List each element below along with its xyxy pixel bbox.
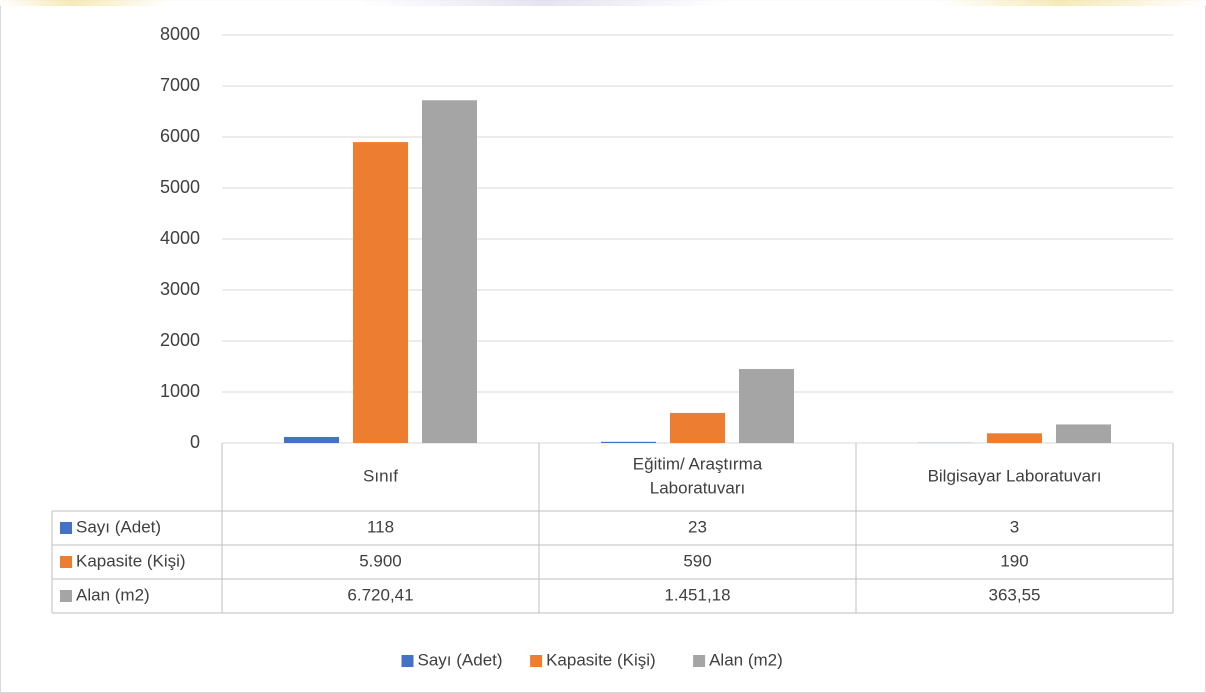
data-label: 1.451,18: [664, 585, 730, 604]
y-tick-label: 8000: [160, 24, 200, 44]
table-legend-key: [60, 522, 72, 534]
data-label: 590: [683, 551, 711, 570]
y-tick-label: 6000: [160, 126, 200, 146]
y-tick-label: 4000: [160, 228, 200, 248]
watermark-strip: [0, 0, 1206, 6]
bar-1-1: [284, 436, 339, 443]
bar-3-2: [739, 368, 794, 443]
legend-label: Kapasite (Kişi): [546, 650, 656, 669]
y-tick-label: 1000: [160, 381, 200, 401]
x-category-label: Eğitim/ Araştırma: [633, 454, 763, 473]
y-tick-label: 0: [190, 432, 200, 452]
bar-3-3: [1056, 424, 1111, 443]
legend-key-2: [530, 655, 543, 667]
x-category-label: Laboratuvarı: [650, 478, 745, 497]
table-legend-key: [60, 556, 72, 568]
bar-3-1: [422, 100, 477, 443]
data-label: 3: [1010, 517, 1019, 536]
data-label: 23: [688, 517, 707, 536]
y-tick-label: 3000: [160, 279, 200, 299]
data-label: 6.720,41: [347, 585, 413, 604]
legend-label: Alan (m2): [709, 650, 783, 669]
y-tick-label: 7000: [160, 75, 200, 95]
data-label: 190: [1000, 551, 1028, 570]
table-row-label: Sayı (Adet): [76, 517, 161, 536]
table-row-label: Alan (m2): [76, 585, 150, 604]
bar-1-2: [601, 441, 656, 443]
table-legend-key: [60, 590, 72, 602]
data-label: 118: [367, 517, 394, 536]
y-tick-label: 2000: [160, 330, 200, 350]
x-category-label: Sınıf: [363, 466, 398, 485]
bar-2-3: [987, 433, 1042, 443]
x-category-label: Bilgisayar Laboratuvarı: [928, 466, 1102, 485]
legend-key-1: [401, 655, 414, 667]
bar-2-2: [670, 412, 725, 443]
legend-label: Sayı (Adet): [418, 650, 503, 669]
data-label: 363,55: [989, 585, 1041, 604]
y-tick-label: 5000: [160, 177, 200, 197]
legend-key-3: [693, 655, 706, 667]
table-row-label: Kapasite (Kişi): [76, 551, 186, 570]
data-label: 5.900: [359, 551, 402, 570]
bar-2-1: [353, 142, 408, 443]
